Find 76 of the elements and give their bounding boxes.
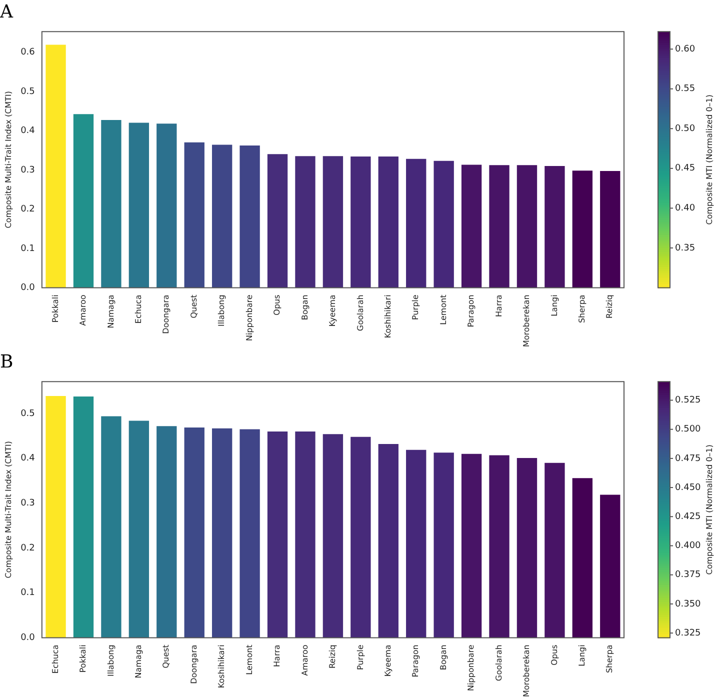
x-tick-label: Reiziq xyxy=(328,644,338,669)
y-tick-label: 0.2 xyxy=(20,543,35,554)
x-tick-label: Illabong xyxy=(106,644,116,677)
color-bar-label: 0.60 xyxy=(675,44,696,54)
color-bar-label: 0.350 xyxy=(675,599,702,610)
x-tick-label: Namaga xyxy=(134,644,144,678)
x-tick-label: Reiziq xyxy=(605,294,614,319)
x-tick-label: Opus xyxy=(272,294,282,316)
y-tick-label: 0.1 xyxy=(20,588,35,598)
x-tick-label: Sherpa xyxy=(605,644,614,674)
x-tick-label: Namaga xyxy=(106,294,116,328)
x-tick-label: Harra xyxy=(494,294,504,317)
x-tick-label: Langi xyxy=(550,294,559,316)
y-axis-title: Composite Multi-Trait Index (CMTI) xyxy=(4,441,13,578)
color-bar-label: 0.500 xyxy=(675,424,702,435)
y-tick-label: 0.0 xyxy=(20,283,36,294)
x-tick-label: Nipponbare xyxy=(244,294,254,342)
color-bar-label: 0.450 xyxy=(675,482,702,493)
chart-title: A xyxy=(0,1,14,22)
x-tick-label: Doongara xyxy=(162,294,171,334)
x-tick-label: Lemont xyxy=(438,294,448,325)
color-bar-label: 0.475 xyxy=(675,454,701,464)
y-tick-label: 0.5 xyxy=(20,408,35,419)
x-tick-label: Sherpa xyxy=(578,294,586,324)
y-tick-label: 0.0 xyxy=(20,633,36,644)
y-tick-label: 0.5 xyxy=(20,86,35,97)
y-tick-label: 0.1 xyxy=(20,244,35,254)
color-bar-label: 0.35 xyxy=(675,243,696,254)
x-tick-label: Pokkali xyxy=(50,294,60,323)
x-tick-label: Purple xyxy=(356,644,365,670)
x-tick-label: Goolarah xyxy=(494,644,504,682)
color-bar-label: 0.425 xyxy=(675,512,701,522)
x-tick-label: Amaroo xyxy=(300,644,310,676)
x-tick-label: Quest xyxy=(189,294,198,318)
x-tick-label: Lemont xyxy=(244,644,254,675)
y-tick-label: 0.4 xyxy=(20,454,36,464)
color-bar-label: 0.400 xyxy=(675,541,702,552)
x-tick-label: Illabong xyxy=(217,294,226,327)
color-bar-label: 0.50 xyxy=(675,124,696,134)
x-tick-label: Kyeema xyxy=(328,294,338,327)
color-bar-label: 0.45 xyxy=(675,164,696,174)
x-tick-label: Goolarah xyxy=(356,294,365,332)
color-bar-label: 0.55 xyxy=(675,84,696,94)
x-tick-label: Harra xyxy=(272,644,282,667)
x-tick-label: Bogan xyxy=(438,644,448,670)
x-tick-label: Amaroo xyxy=(78,294,88,326)
x-tick-label: Echuca xyxy=(50,644,60,674)
x-tick-label: Moroberekan xyxy=(522,644,532,698)
y-tick-label: 0.2 xyxy=(20,204,35,215)
x-tick-label: Paragon xyxy=(411,644,420,678)
color-bar-label: 0.375 xyxy=(675,570,701,580)
x-tick-label: Koshihikari xyxy=(383,294,392,338)
color-bar-title: Composite MTI (Normalized 0–1) xyxy=(705,94,714,225)
x-tick-label: Nipponbare xyxy=(466,644,476,692)
y-tick-label: 0.6 xyxy=(20,48,36,58)
x-tick-label: Koshihikari xyxy=(217,644,226,688)
x-tick-label: Bogan xyxy=(300,294,310,320)
x-tick-label: Langi xyxy=(578,644,586,666)
color-bar-label: 0.525 xyxy=(675,396,701,406)
x-tick-label: Doongara xyxy=(189,644,198,684)
x-tick-label: Moroberekan xyxy=(522,294,532,348)
x-tick-label: Paragon xyxy=(466,294,476,328)
chart-title: B xyxy=(0,351,14,372)
x-tick-label: Echuca xyxy=(134,294,144,324)
x-tick-label: Kyeema xyxy=(383,644,392,677)
x-tick-label: Purple xyxy=(411,294,420,320)
y-tick-label: 0.3 xyxy=(20,498,35,508)
x-tick-label: Quest xyxy=(162,644,171,668)
x-tick-label: Opus xyxy=(550,644,559,666)
x-tick-label: Pokkali xyxy=(78,644,88,673)
color-bar-title: Composite MTI (Normalized 0–1) xyxy=(705,444,714,575)
y-axis-title: Composite Multi-Trait Index (CMTI) xyxy=(4,91,13,228)
color-bar-label: 0.325 xyxy=(675,628,701,638)
y-tick-label: 0.3 xyxy=(20,165,35,176)
color-bar-label: 0.40 xyxy=(675,204,696,214)
y-tick-label: 0.4 xyxy=(20,126,36,136)
